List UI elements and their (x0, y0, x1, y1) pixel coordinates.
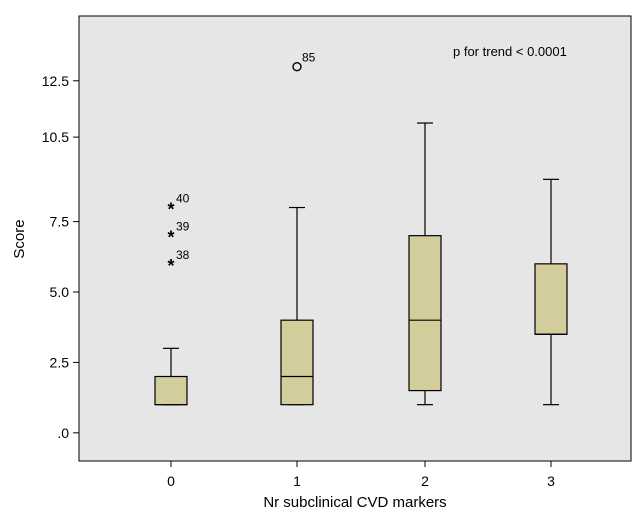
box-group (534, 178, 568, 406)
y-tick-label: .0 (57, 425, 69, 441)
x-axis-title: Nr subclinical CVD markers (263, 494, 446, 511)
outlier-circle (292, 61, 302, 72)
box (534, 263, 568, 335)
x-axis: 0 1 2 3 (167, 461, 555, 489)
y-tick-label: 2.5 (50, 354, 70, 370)
trend-annotation: p for trend < 0.0001 (453, 44, 567, 59)
box (280, 319, 314, 406)
x-tick-label: 1 (293, 473, 301, 489)
y-axis-title: Score (11, 219, 28, 258)
box-group: 85 (280, 51, 316, 406)
outlier-label: 40 (176, 192, 190, 206)
outlier-label: 38 (176, 248, 190, 262)
outlier-label: 39 (176, 220, 190, 234)
outlier-star: * (167, 256, 174, 276)
x-tick-label: 2 (421, 473, 429, 489)
box-group (408, 122, 442, 406)
y-tick-label: 5.0 (50, 284, 70, 300)
y-tick-label: 12.5 (42, 73, 69, 89)
y-tick-label: 10.5 (42, 129, 69, 145)
x-tick-label: 3 (547, 473, 555, 489)
box (408, 235, 442, 392)
outlier-label: 85 (302, 51, 316, 65)
box-group: *38*39*40 (154, 192, 190, 406)
outlier-star: * (167, 228, 174, 248)
y-axis: .0 2.5 5.0 7.5 10.5 12.5 (42, 73, 79, 441)
y-tick-label: 7.5 (50, 214, 70, 230)
box (154, 375, 188, 406)
outlier-star: * (167, 200, 174, 220)
x-tick-label: 0 (167, 473, 175, 489)
